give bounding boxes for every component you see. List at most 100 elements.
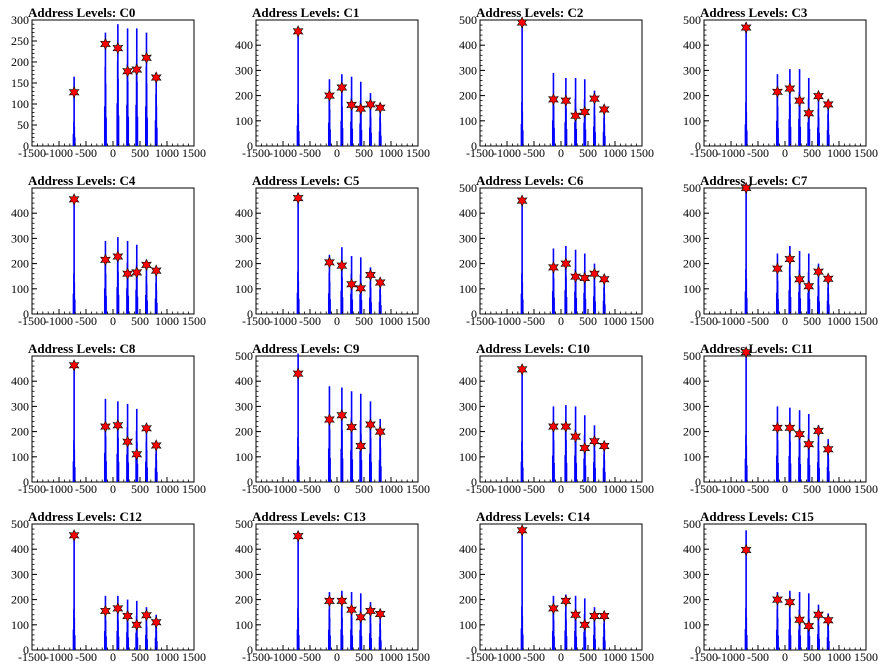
y-tick-label: 100 [11, 282, 29, 296]
y-tick-label: 200 [683, 593, 701, 607]
y-tick-label: 0 [471, 307, 477, 321]
x-tick-label: 0 [782, 146, 788, 160]
peak-star-marker [68, 86, 80, 99]
peak-bars [520, 198, 524, 314]
peak-star-marker [740, 21, 752, 34]
plot-frame [31, 187, 195, 315]
peak-star-marker [141, 51, 152, 65]
plot-frame [255, 355, 419, 483]
x-tick-label: 0 [782, 482, 788, 496]
peak-star-marker [131, 266, 143, 279]
chart-title: Address Levels: C1 [252, 5, 359, 20]
chart-title: Address Levels: C15 [700, 509, 814, 524]
y-tick-label: 200 [683, 257, 701, 271]
peak-star-marker [740, 345, 752, 359]
peak-bars [296, 27, 300, 146]
peak-star-marker [112, 419, 124, 432]
peak-star-marker [374, 607, 386, 621]
y-tick-label: 200 [11, 55, 29, 69]
peak-star-marker [570, 430, 581, 443]
x-tick-label: 1500 [630, 650, 654, 664]
x-tick-label: -500 [299, 146, 321, 160]
y-tick-label: 0 [23, 475, 29, 489]
x-tick-label: -1500 [18, 314, 46, 328]
peak-bars [103, 398, 107, 482]
peak-bars [593, 425, 596, 482]
peak-bars [369, 401, 372, 482]
y-tick-label: 400 [235, 206, 253, 220]
chart-title: Address Levels: C10 [476, 341, 590, 356]
x-tick-label: 1000 [603, 146, 627, 160]
peak-bars [340, 247, 344, 314]
peak-bars [145, 32, 148, 146]
y-tick-label: 100 [683, 114, 701, 128]
peak-star-marker [803, 619, 815, 633]
peak-bars [359, 393, 363, 482]
x-tick-label: 500 [803, 650, 821, 664]
x-tick-label: 0 [334, 650, 340, 664]
plot-frame [479, 187, 643, 315]
y-tick-label: 300 [11, 567, 29, 581]
x-tick-label: -500 [523, 482, 545, 496]
y-tick-label: 300 [459, 231, 477, 245]
peak-bars [103, 240, 107, 314]
peak-star-marker [560, 594, 572, 608]
peak-bars [154, 269, 158, 314]
peak-bars [775, 406, 779, 482]
peak-star-marker [813, 608, 824, 621]
chart-panel: Address Levels: C2 0 100 200 300 400 500 -1500-… [448, 0, 672, 168]
peak-star-marker [813, 265, 824, 278]
peak-bars [340, 387, 344, 482]
peak-star-marker [100, 253, 111, 267]
y-tick-label: 0 [23, 307, 29, 321]
peak-star-marker [516, 16, 528, 29]
x-tick-label: 0 [782, 314, 788, 328]
x-tick-label: -1500 [690, 482, 718, 496]
y-tick-label: 400 [459, 38, 477, 52]
chart-svg: Address Levels: C0 0 50 100 150 200 250 300 -150… [11, 5, 206, 160]
x-tick-label: -1000 [269, 146, 297, 160]
x-tick-label: -1500 [242, 482, 270, 496]
peak-bars [551, 72, 555, 146]
chart-svg: Address Levels: C60100200300400500-1500-… [459, 173, 654, 328]
x-tick-label: -1000 [269, 650, 297, 664]
peak-star-marker [560, 94, 572, 107]
peak-star-marker [346, 603, 357, 616]
peak-bars [744, 185, 748, 314]
y-tick-label: 0 [471, 643, 477, 657]
x-tick-label: 0 [110, 314, 116, 328]
x-tick-label: 0 [110, 146, 116, 160]
x-tick-label: 1000 [379, 314, 403, 328]
y-tick-label: 0 [23, 643, 29, 657]
peak-bars [775, 74, 779, 146]
peak-bars [154, 72, 158, 146]
x-tick-label: 1000 [603, 650, 627, 664]
peak-bars [340, 74, 344, 146]
x-tick-label: 500 [579, 650, 597, 664]
y-tick-label: 100 [11, 97, 29, 111]
peak-star-marker [112, 602, 124, 615]
peak-star-marker [355, 611, 367, 624]
peak-star-marker [579, 618, 591, 632]
x-tick-label: -1000 [717, 650, 745, 664]
x-tick-label: 500 [131, 650, 149, 664]
peak-bars [798, 410, 802, 482]
x-tick-label: 500 [355, 314, 373, 328]
x-tick-label: -1000 [45, 314, 73, 328]
peak-star-marker [100, 604, 111, 618]
x-tick-label: -1500 [242, 146, 270, 160]
x-tick-label: 500 [355, 146, 373, 160]
peak-bars [135, 244, 139, 314]
x-tick-label: -1500 [690, 650, 718, 664]
peak-star-marker [772, 421, 783, 435]
peak-bars [564, 245, 568, 314]
chart-panel: Address Levels: C11 0 100 200 300 400 500 -1500… [672, 336, 896, 504]
peak-star-marker [570, 109, 581, 122]
chart-panel: Address Levels: C0 0 50 100 150 200 250 300 -150… [0, 0, 224, 168]
x-tick-label: 0 [782, 650, 788, 664]
peak-star-marker [355, 439, 367, 453]
peak-star-marker [794, 427, 805, 441]
chart-panel: Address Levels: C13 0 100 200 300 400 500 -1500… [224, 504, 448, 672]
peak-bars [520, 526, 524, 650]
